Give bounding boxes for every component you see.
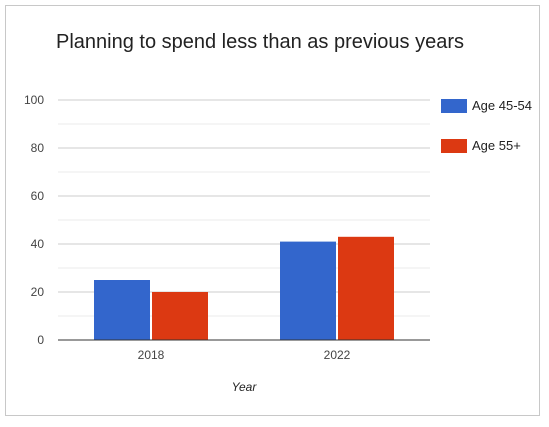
x-tick-label: 2018 (138, 348, 165, 362)
bar-2022-0 (280, 241, 336, 340)
legend-label: Age 45-54 (472, 98, 532, 113)
y-axis-ticks: 0 20 40 60 80 100 (24, 93, 44, 347)
x-axis-ticks: 2018 2022 (138, 348, 351, 362)
y-tick-label: 100 (24, 93, 44, 107)
legend-swatch (441, 139, 467, 153)
bar-2018-0 (94, 280, 150, 340)
y-tick-label: 20 (31, 285, 45, 299)
y-tick-label: 0 (37, 333, 44, 347)
bar-2022-1 (338, 236, 394, 340)
legend-label: Age 55+ (472, 138, 521, 153)
x-tick-label: 2022 (324, 348, 351, 362)
legend-swatch (441, 99, 467, 113)
y-tick-label: 80 (31, 141, 45, 155)
chart-title: Planning to spend less than as previous … (56, 31, 464, 53)
bars (94, 236, 394, 340)
y-tick-label: 60 (31, 189, 45, 203)
y-tick-label: 40 (31, 237, 45, 251)
bar-2018-1 (152, 292, 208, 340)
chart-frame (5, 5, 540, 416)
x-axis-title: Year (232, 380, 258, 394)
legend: Age 45-54 Age 55+ (441, 98, 532, 153)
